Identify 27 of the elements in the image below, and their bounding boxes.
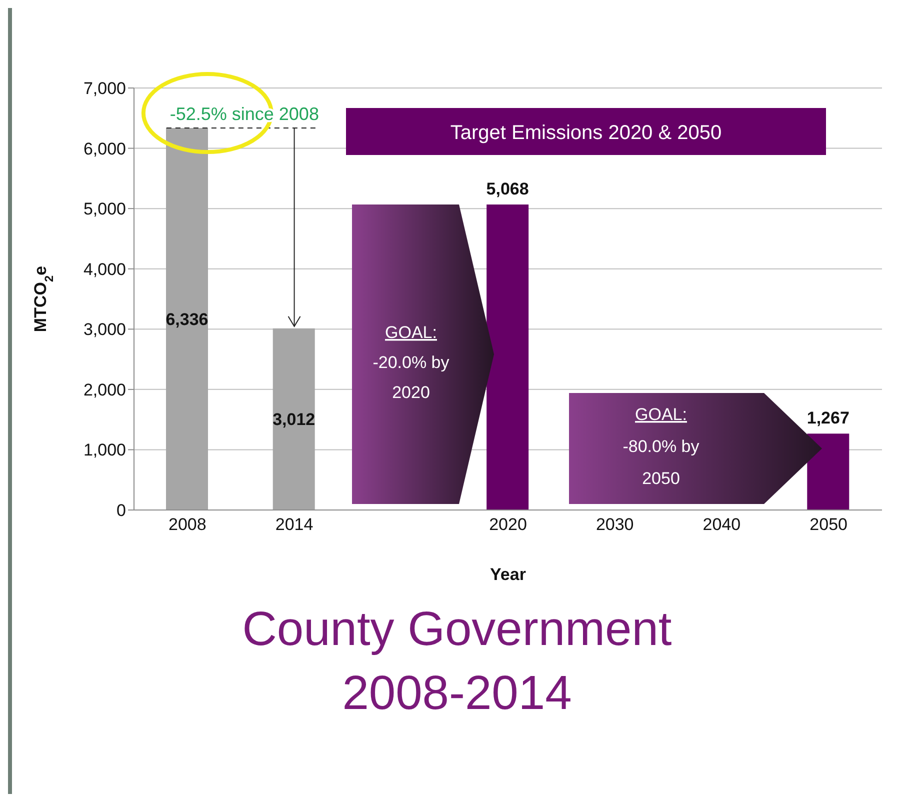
x-tick-label: 2008 <box>168 515 206 534</box>
bar <box>272 328 315 510</box>
y-tick-label: 4,000 <box>83 260 126 279</box>
x-tick-label: 2020 <box>489 515 527 534</box>
data-label: 5,068 <box>486 179 529 198</box>
annotation: Target Emissions 2020 & 2050 <box>450 122 722 144</box>
x-axis-title: Year <box>490 565 526 584</box>
bar <box>166 128 208 510</box>
y-tick-label: 2,000 <box>83 380 126 400</box>
x-tick-label: 2030 <box>596 515 634 534</box>
y-tick-label: 5,000 <box>83 200 126 219</box>
bar <box>486 204 529 510</box>
y-tick-label: 7,000 <box>83 79 126 98</box>
y-tick-label: 6,000 <box>83 139 126 158</box>
y-tick-label: 1,000 <box>83 440 126 460</box>
text: County Government 2008-2014 <box>241 602 673 722</box>
data-label: 3,012 <box>272 410 316 430</box>
y-tick-label: 3,000 <box>83 320 126 340</box>
data-label: 1,267 <box>806 408 850 428</box>
annotation: GOAL: -20.0% by 2020 <box>372 323 450 402</box>
annotation: GOAL: -80.0% by 2050 <box>622 405 700 488</box>
x-tick-label: 2050 <box>810 515 848 534</box>
y-tick-label: 0 <box>116 501 126 520</box>
data-label: 6,336 <box>166 310 208 330</box>
x-tick-label: 2040 <box>702 515 741 534</box>
bar <box>807 434 850 510</box>
x-tick-label: 2014 <box>275 515 314 534</box>
